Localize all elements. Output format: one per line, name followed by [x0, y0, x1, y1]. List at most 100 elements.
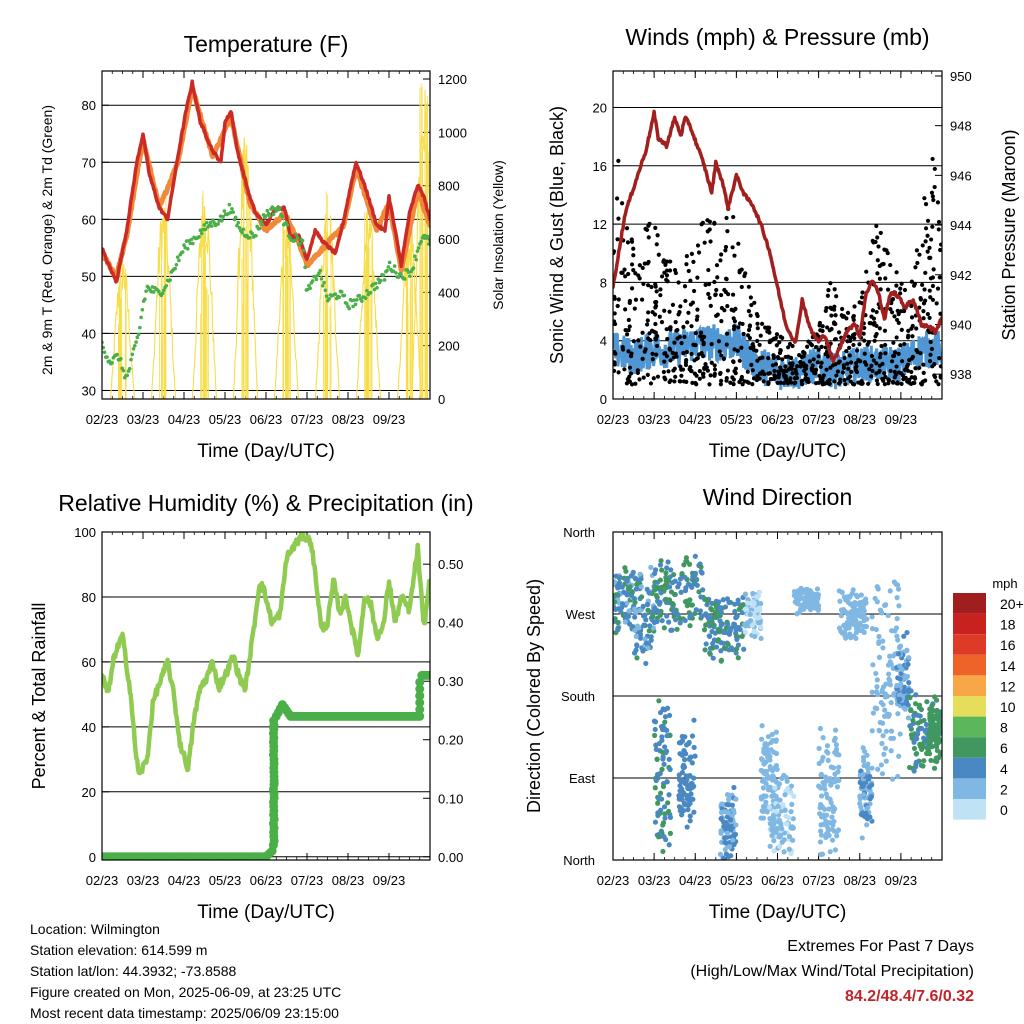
gust-point — [619, 270, 624, 275]
gust-point — [766, 356, 771, 361]
gust-point — [909, 369, 914, 375]
gust-point — [635, 368, 640, 373]
gust-point — [817, 373, 822, 379]
gust-point — [748, 313, 753, 318]
gust-point — [731, 214, 736, 220]
direction-point — [731, 841, 737, 848]
gust-point — [922, 287, 927, 292]
direction-point — [809, 601, 815, 607]
direction-point — [689, 760, 695, 766]
direction-point — [653, 777, 659, 784]
gust-point — [870, 368, 875, 373]
gust-point — [760, 321, 765, 327]
gust-point — [673, 351, 678, 356]
gust-point — [678, 304, 683, 309]
direction-point — [897, 731, 903, 737]
gust-point — [762, 372, 767, 377]
direction-point — [895, 651, 902, 657]
direction-point — [652, 726, 658, 733]
direction-point — [722, 835, 728, 841]
direction-point — [831, 737, 837, 744]
direction-point — [718, 605, 724, 611]
x-tick-label: 02/23 — [597, 873, 630, 888]
gust-point — [934, 301, 939, 306]
gust-point — [877, 355, 883, 360]
gust-point — [899, 381, 904, 386]
y-tick-label: 30 — [82, 383, 96, 398]
direction-point — [727, 817, 734, 823]
direction-point — [755, 605, 761, 612]
direction-point — [882, 707, 888, 713]
direction-point — [705, 613, 711, 619]
gust-point — [648, 381, 654, 386]
y-tick-label: 0 — [600, 392, 607, 407]
gust-point — [629, 237, 634, 242]
direction-point — [637, 571, 643, 577]
gust-point — [810, 363, 815, 368]
dewpoint-point — [177, 258, 181, 263]
direction-point — [729, 823, 735, 830]
gust-point — [898, 309, 904, 314]
direction-point — [689, 584, 695, 590]
gust-point — [786, 345, 791, 350]
gust-point — [790, 361, 795, 366]
direction-point — [770, 773, 776, 779]
gust-point — [847, 353, 852, 358]
gust-point — [878, 287, 883, 292]
dewpoint-point — [360, 299, 364, 303]
direction-point — [786, 846, 792, 852]
y-axis-label-right: Station Pressure (Maroon) — [999, 129, 1019, 340]
dewpoint-point — [265, 208, 270, 213]
gust-point — [725, 331, 730, 336]
gust-point — [824, 305, 829, 311]
gust-point — [659, 320, 665, 325]
gust-point — [915, 260, 920, 266]
direction-point — [661, 761, 667, 767]
direction-point — [758, 767, 764, 774]
gust-point — [623, 307, 628, 312]
direction-point — [876, 728, 883, 734]
direction-point — [722, 809, 728, 815]
gust-point — [654, 352, 659, 357]
gust-point — [874, 361, 879, 366]
direction-point — [752, 633, 758, 640]
x-tick-label: 08/23 — [332, 412, 365, 427]
direction-point — [698, 594, 704, 600]
gust-point — [912, 376, 918, 381]
gust-point — [828, 365, 833, 370]
x-axis-label: Time (Day/UTC) — [197, 902, 335, 923]
gust-point — [783, 364, 788, 369]
direction-point — [659, 618, 665, 624]
direction-point — [613, 573, 619, 579]
direction-point — [818, 772, 824, 778]
gust-point — [731, 377, 736, 382]
direction-point — [698, 564, 704, 570]
dewpoint-point — [368, 290, 373, 295]
gust-point — [925, 218, 931, 223]
gust-point — [616, 297, 621, 302]
dewpoint-point — [102, 345, 106, 350]
dewpoint-point — [139, 315, 143, 320]
dewpoint-point — [121, 368, 126, 373]
dewpoint-point — [237, 226, 242, 230]
gust-point — [899, 359, 905, 364]
direction-point — [722, 839, 728, 846]
direction-point — [718, 622, 724, 628]
gust-point — [719, 318, 724, 324]
gust-point — [815, 360, 820, 365]
gust-point — [646, 310, 651, 315]
dewpoint-point — [221, 214, 225, 219]
gust-point — [625, 332, 630, 337]
dewpoint-point — [241, 227, 246, 232]
gust-point — [923, 378, 928, 383]
direction-point — [689, 784, 696, 790]
gust-point — [613, 362, 617, 367]
direction-point — [811, 593, 817, 600]
gust-point — [690, 380, 695, 385]
gust-point — [879, 343, 884, 349]
direction-point — [692, 553, 698, 559]
direction-point — [863, 600, 869, 606]
y-axis-label: 2m & 9m T (Red, Orange) & 2m Td (Green) — [39, 105, 55, 375]
gust-point — [746, 309, 752, 314]
plot-area — [102, 532, 430, 860]
